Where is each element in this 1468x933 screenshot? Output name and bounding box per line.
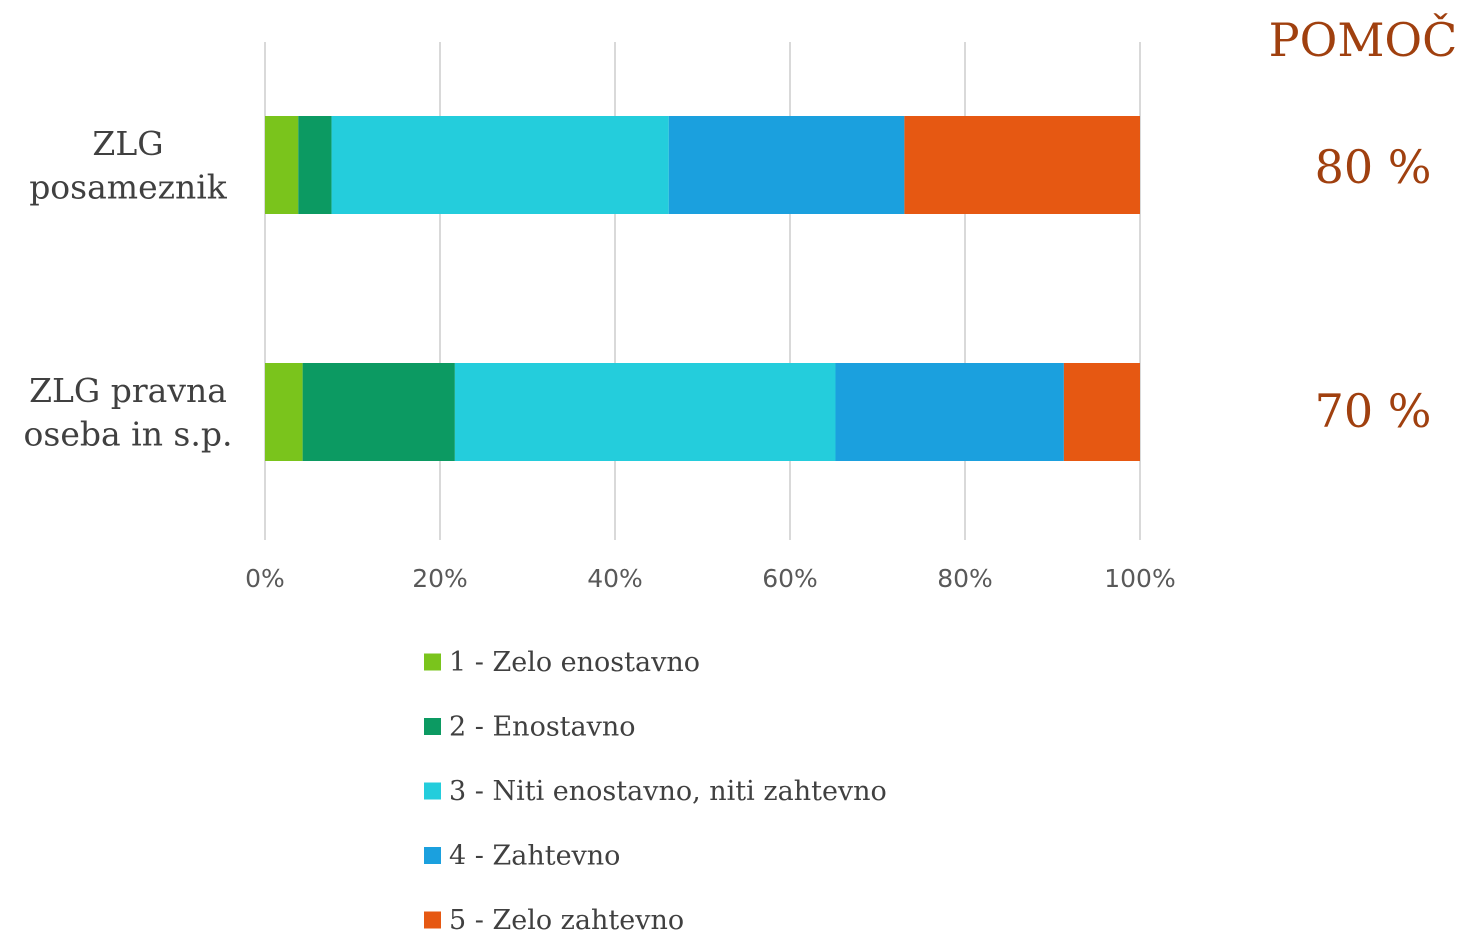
legend-swatch: [424, 653, 441, 671]
bar-segment: [265, 116, 299, 214]
legend-label: 1 - Zelo enostavno: [449, 647, 700, 678]
bar-segment: [835, 363, 1064, 461]
x-axis-ticks: 0% 20% 40% 60% 80% 100%: [245, 564, 1176, 593]
bar-segment: [265, 363, 303, 461]
bar-segment: [454, 363, 836, 461]
legend-swatch: [424, 911, 441, 929]
legend-label: 3 - Niti enostavno, niti zahtevno: [449, 776, 887, 807]
legend-item: 4 - Zahtevno: [424, 841, 620, 872]
category-label: ZLG pravna oseba in s.p.: [24, 371, 233, 454]
legend-swatch: [424, 718, 441, 735]
side-value-1: 80 %: [1315, 140, 1432, 194]
bar-segment: [668, 116, 905, 214]
bar-segment: [298, 116, 332, 214]
legend-item: 1 - Zelo enostavno: [424, 647, 700, 678]
category-label: ZLG posameznik: [29, 124, 228, 207]
category-labels: ZLG posameznik ZLG pravna oseba in s.p.: [24, 124, 233, 454]
x-tick-label: 0%: [245, 564, 285, 593]
x-tick-label: 80%: [937, 564, 993, 593]
legend-item: 2 - Enostavno: [424, 712, 636, 743]
bar-segment: [1063, 363, 1140, 461]
x-tick-label: 60%: [762, 564, 818, 593]
bar-segment: [302, 363, 455, 461]
legend: 1 - Zelo enostavno 2 - Enostavno 3 - Niti …: [424, 647, 887, 933]
side-value-2: 70 %: [1315, 384, 1432, 438]
bar-segment: [904, 116, 1140, 214]
x-tick-label: 20%: [412, 564, 468, 593]
x-tick-label: 40%: [587, 564, 643, 593]
legend-item: 3 - Niti enostavno, niti zahtevno: [424, 776, 887, 807]
legend-item: 5 - Zelo zahtevno: [424, 905, 684, 933]
legend-label: 5 - Zelo zahtevno: [449, 905, 684, 933]
side-panel: POMOČ 80 % 70 %: [1269, 12, 1458, 438]
legend-swatch: [424, 847, 441, 864]
side-title: POMOČ: [1269, 12, 1458, 67]
bars: [265, 116, 1140, 461]
legend-label: 4 - Zahtevno: [449, 841, 620, 872]
legend-swatch: [424, 782, 441, 800]
x-tick-label: 100%: [1104, 564, 1175, 593]
bar-segment: [331, 116, 669, 214]
legend-label: 2 - Enostavno: [449, 712, 636, 743]
